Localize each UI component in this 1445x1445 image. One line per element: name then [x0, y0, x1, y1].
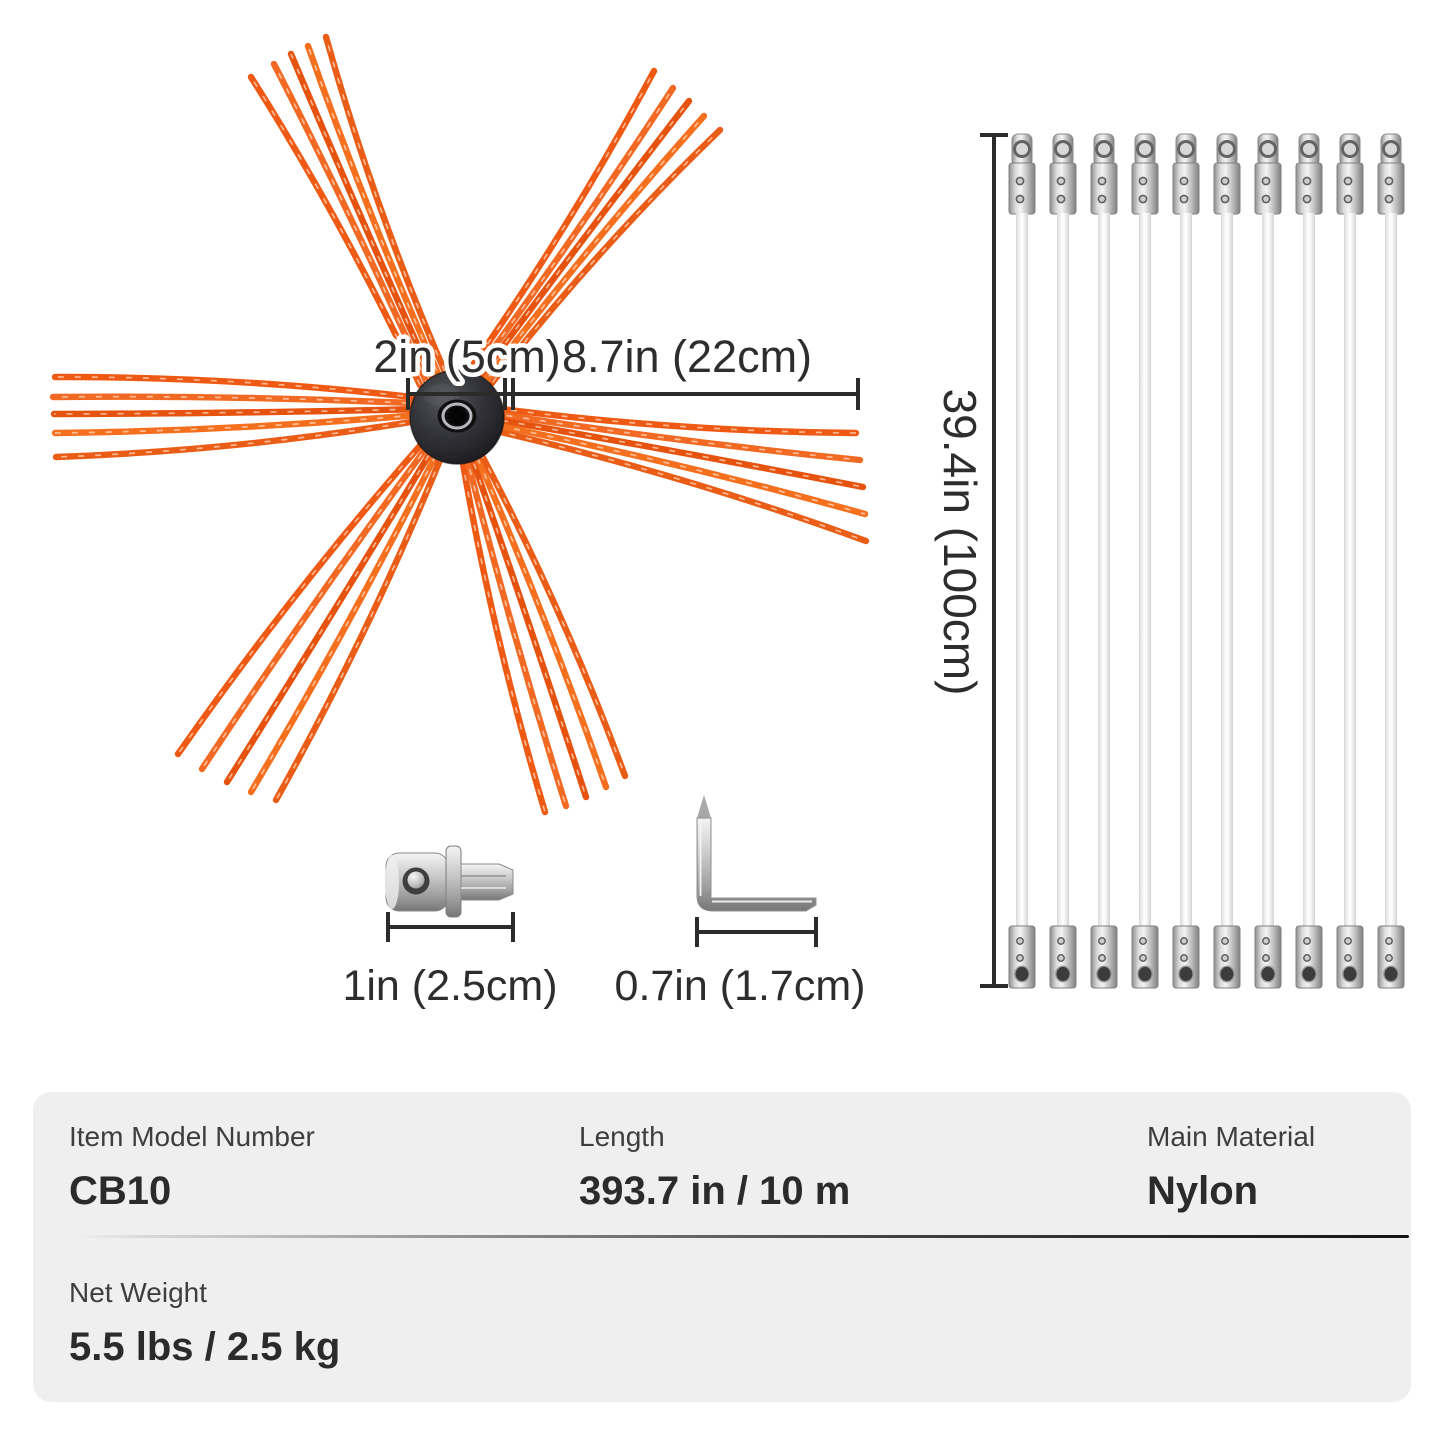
spec-cell-length: Length 393.7 in / 10 m: [579, 1121, 851, 1213]
rod: [1130, 132, 1160, 990]
spec-label: Net Weight: [69, 1277, 207, 1308]
spec-value: CB10: [69, 1168, 172, 1213]
bristle-strand-twist: [250, 76, 421, 386]
rod: [1212, 132, 1242, 990]
rods-illustration: 39.4in (100cm): [934, 132, 1406, 990]
brush-hub: [409, 369, 505, 465]
bristle-strand-twist: [470, 454, 587, 798]
illustration-canvas: 2in (5cm) 8.7in (22cm) 39.4in (100cm) 1i…: [49, 33, 1406, 1010]
rods-dimension-label: 39.4in (100cm): [934, 389, 986, 696]
bristle-strand: [51, 411, 426, 437]
rods-dimension-line: [980, 133, 1008, 988]
bristle-strand-twist: [491, 129, 721, 384]
bristle-strand-twist: [226, 447, 435, 783]
rod: [1294, 132, 1324, 990]
bristle-bundle: [174, 436, 446, 804]
spec-label: Item Model Number: [69, 1121, 315, 1152]
spec-cell-model: Item Model Number CB10: [69, 1121, 315, 1213]
bristle-strand: [488, 426, 870, 545]
bristle-bundle: [49, 373, 427, 461]
spec-value: Nylon: [1147, 1168, 1259, 1213]
rod: [1089, 132, 1119, 990]
bristle-strand-twist: [52, 395, 421, 405]
bristle-strand-twist: [474, 453, 607, 788]
bristle-strand-twist: [467, 70, 655, 373]
bristle-strand-twist: [325, 36, 446, 373]
bristle-strand: [490, 404, 860, 437]
adapter-dimension-label: 1in (2.5cm): [342, 962, 557, 1010]
bristle-strand-twist: [53, 408, 422, 415]
bristle-strand-twist: [273, 63, 428, 383]
spec-value: 5.5 lbs / 2.5 kg: [69, 1324, 341, 1369]
hex-key-dimension-label: 0.7in (1.7cm): [615, 962, 866, 1010]
hub-dimension-label: 2in (5cm): [373, 331, 561, 382]
rod: [1335, 132, 1365, 990]
spec-card: Item Model Number CB10 Length 393.7 in /…: [33, 1092, 1411, 1402]
rod: [1171, 132, 1201, 990]
adapter-dimension-line: [386, 912, 515, 942]
bristle-strand-twist: [473, 87, 674, 376]
bristle-strand: [52, 416, 427, 461]
bristle-strand: [476, 448, 629, 780]
bristle-strand-twist: [250, 450, 439, 793]
rods-group: [1007, 132, 1406, 990]
bristle-strand-twist: [275, 454, 443, 801]
spec-cell-weight: Net Weight 5.5 lbs / 2.5 kg: [69, 1277, 341, 1369]
bristle-strand-twist: [492, 423, 866, 515]
spec-divider: [73, 1235, 1409, 1238]
bristle-bundle: [458, 448, 629, 816]
bristle-bundle: [247, 33, 449, 389]
bristle-bundle: [488, 404, 870, 545]
hex-key-illustration: 0.7in (1.7cm): [615, 795, 866, 1010]
drill-adapter-illustration: 1in (2.5cm): [342, 845, 558, 1010]
bristle-strand-twist: [177, 439, 426, 755]
bristle-bundles: [49, 33, 870, 816]
bristle-strand: [51, 373, 424, 402]
bristle-strand: [489, 415, 867, 491]
bristle-strand-twist: [201, 443, 430, 770]
rod: [1253, 132, 1283, 990]
bristle-dimension-label: 8.7in (22cm): [562, 331, 812, 382]
rod: [1007, 132, 1037, 990]
brush-illustration: 2in (5cm) 8.7in (22cm): [49, 33, 870, 816]
rod: [1048, 132, 1078, 990]
spec-cell-material: Main Material Nylon: [1147, 1121, 1316, 1213]
bristle-strand: [458, 454, 549, 816]
bristle-strand-twist: [479, 451, 626, 777]
hex-key-dimension-line: [695, 917, 818, 947]
brush-dimension-line: [406, 378, 860, 410]
bristle-bundle: [464, 67, 724, 387]
spec-label: Length: [579, 1121, 665, 1152]
hub-bore: [437, 399, 477, 433]
bristle-strand-twist: [491, 429, 867, 542]
bristle-strand-twist: [290, 53, 434, 379]
bristle-strand-twist: [307, 45, 440, 376]
bristle-strand-twist: [465, 456, 567, 807]
bristle-strand-twist: [485, 115, 705, 381]
spec-label: Main Material: [1147, 1121, 1316, 1152]
bristle-strand-twist: [493, 412, 861, 461]
spec-value: 393.7 in / 10 m: [579, 1168, 851, 1213]
bristle-strand-twist: [479, 100, 690, 379]
adapter-hex-shaft: [460, 863, 514, 901]
rod: [1376, 132, 1406, 990]
